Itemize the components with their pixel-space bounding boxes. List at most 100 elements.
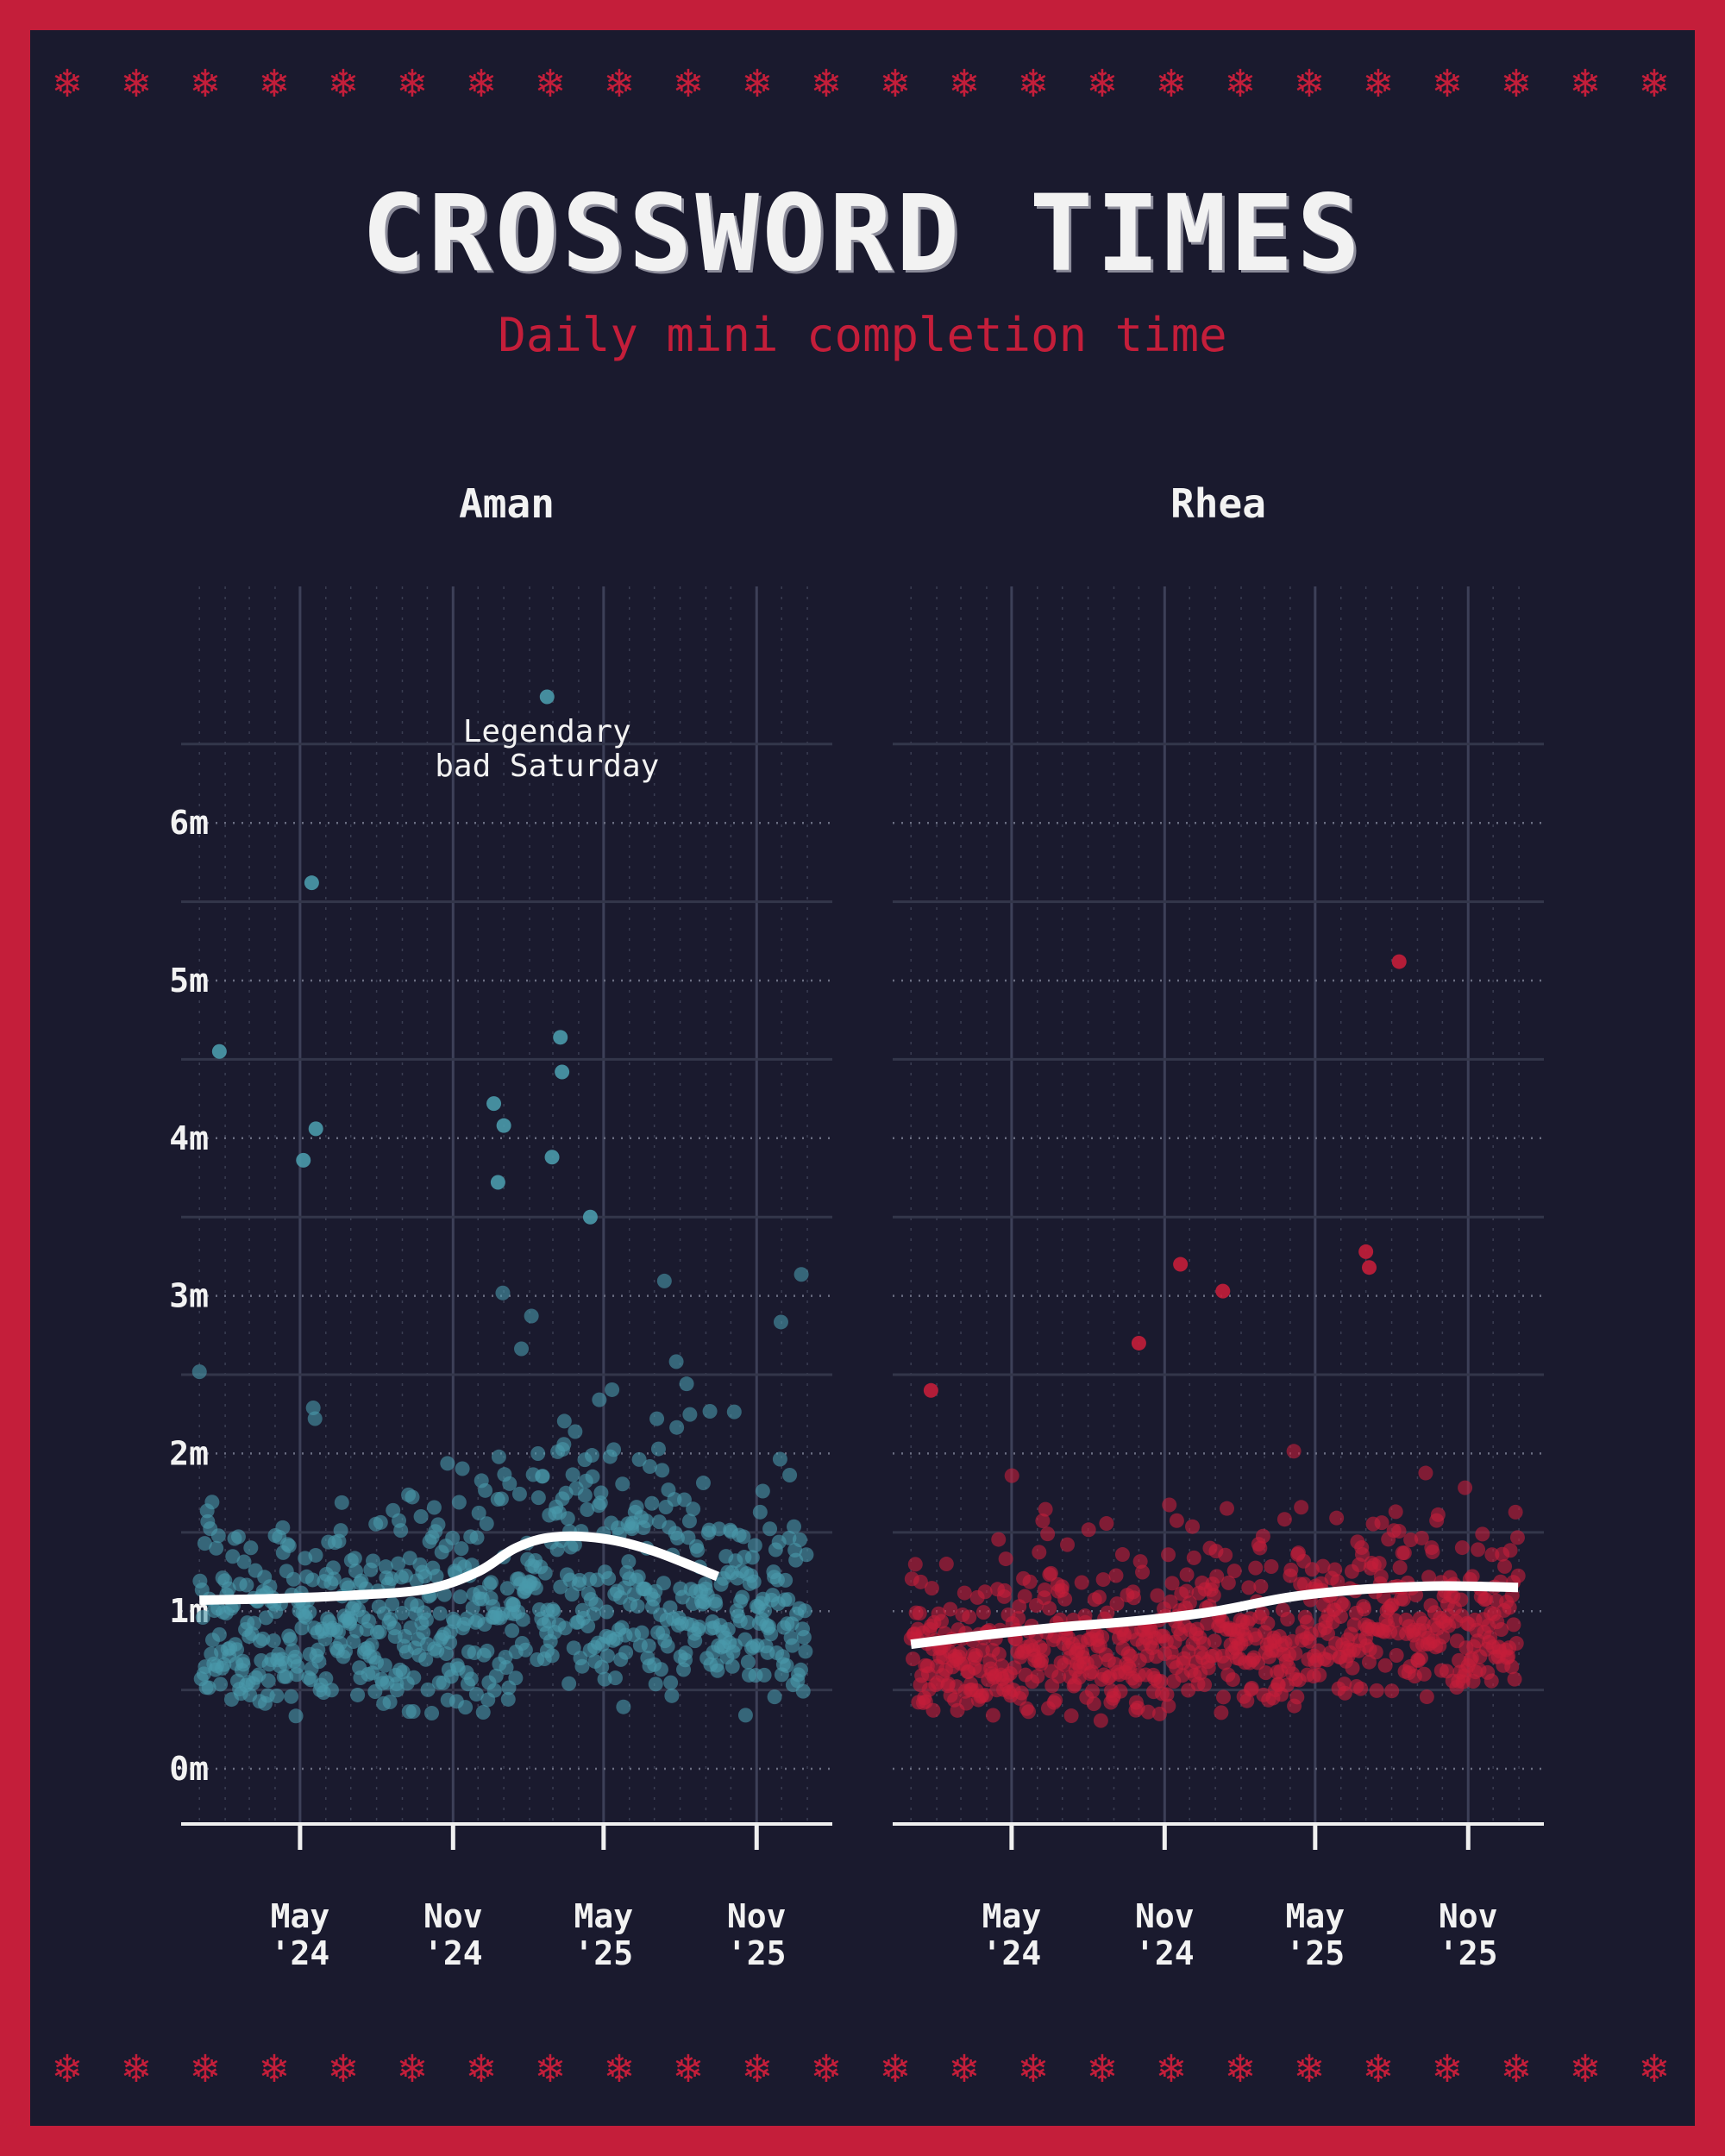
data-point bbox=[1220, 1575, 1236, 1590]
snowflake-icon: ❄ bbox=[1500, 2047, 1533, 2091]
data-point bbox=[544, 1648, 560, 1664]
snowflake-icon: ❄ bbox=[1293, 62, 1326, 106]
data-point bbox=[429, 1569, 444, 1584]
data-point bbox=[1197, 1677, 1213, 1693]
x-tick-label: '25 bbox=[574, 1934, 634, 1972]
data-point bbox=[311, 1654, 327, 1670]
data-point bbox=[1060, 1537, 1076, 1552]
data-point bbox=[395, 1664, 411, 1680]
data-point bbox=[326, 1571, 342, 1587]
data-point bbox=[1502, 1600, 1517, 1615]
data-point bbox=[490, 1175, 505, 1190]
data-point bbox=[1403, 1532, 1419, 1548]
data-point bbox=[243, 1540, 259, 1556]
snowflake-border-top: ❄ ❄ ❄ ❄ ❄ ❄ ❄ ❄ ❄ ❄ ❄ ❄ ❄ ❄ ❄ ❄ ❄ ❄ ❄ ❄ ❄ ❄ ❄ ❄ bbox=[30, 59, 1695, 110]
data-point bbox=[1294, 1500, 1309, 1515]
data-point bbox=[630, 1599, 645, 1614]
snowflake-icon: ❄ bbox=[327, 2047, 360, 2091]
snowflake-icon: ❄ bbox=[1224, 2047, 1257, 2091]
data-point bbox=[599, 1604, 614, 1620]
trend-line bbox=[910, 1581, 1519, 1650]
data-point bbox=[1207, 1633, 1222, 1649]
snowflake-icon: ❄ bbox=[948, 2047, 981, 2091]
data-point bbox=[1357, 1601, 1372, 1617]
data-point bbox=[1020, 1704, 1036, 1720]
data-point bbox=[1335, 1597, 1351, 1613]
data-point bbox=[593, 1485, 609, 1501]
data-point bbox=[302, 1604, 317, 1620]
data-point bbox=[338, 1644, 354, 1659]
data-point bbox=[499, 1660, 514, 1676]
data-point bbox=[1509, 1636, 1524, 1651]
data-point bbox=[1255, 1528, 1270, 1544]
snowflake-icon: ❄ bbox=[258, 62, 291, 106]
data-point bbox=[1135, 1564, 1151, 1580]
data-point bbox=[308, 1121, 323, 1137]
data-point bbox=[471, 1505, 486, 1520]
data-point bbox=[1057, 1591, 1073, 1607]
data-point bbox=[201, 1680, 216, 1695]
snowflake-icon: ❄ bbox=[1500, 62, 1533, 106]
data-point bbox=[1153, 1673, 1169, 1689]
data-point bbox=[488, 1668, 504, 1683]
data-point bbox=[1126, 1590, 1142, 1606]
snowflake-icon: ❄ bbox=[258, 2047, 291, 2091]
data-point bbox=[1179, 1583, 1195, 1599]
data-point bbox=[1510, 1568, 1526, 1583]
data-point bbox=[1430, 1507, 1446, 1522]
panel-title: Rhea bbox=[1170, 480, 1266, 527]
data-point bbox=[798, 1644, 813, 1659]
data-point bbox=[641, 1639, 656, 1654]
data-point bbox=[923, 1382, 938, 1398]
data-point bbox=[1330, 1574, 1346, 1589]
data-point bbox=[288, 1708, 304, 1724]
data-point bbox=[1312, 1667, 1327, 1683]
data-point bbox=[1239, 1693, 1255, 1708]
data-point bbox=[794, 1267, 809, 1282]
data-point bbox=[1226, 1564, 1242, 1579]
data-point bbox=[413, 1508, 429, 1524]
data-point bbox=[585, 1469, 600, 1484]
data-point bbox=[669, 1420, 685, 1435]
data-point bbox=[323, 1683, 339, 1698]
data-point bbox=[991, 1646, 1007, 1662]
data-point bbox=[1163, 1594, 1178, 1609]
data-point bbox=[239, 1577, 254, 1593]
data-point bbox=[1085, 1683, 1101, 1699]
data-point bbox=[1248, 1560, 1264, 1576]
data-point bbox=[266, 1633, 281, 1649]
data-point bbox=[1253, 1579, 1269, 1595]
snowflake-icon: ❄ bbox=[1017, 2047, 1050, 2091]
data-point bbox=[692, 1620, 707, 1635]
data-point bbox=[582, 1209, 598, 1225]
snowflake-icon: ❄ bbox=[465, 2047, 498, 2091]
data-point bbox=[418, 1612, 434, 1627]
data-point bbox=[997, 1583, 1013, 1598]
data-point bbox=[195, 1610, 210, 1626]
data-point bbox=[1099, 1516, 1114, 1532]
data-point bbox=[1037, 1582, 1052, 1597]
data-point bbox=[1095, 1572, 1111, 1588]
data-point bbox=[1054, 1579, 1070, 1595]
data-point bbox=[1416, 1666, 1432, 1682]
data-point bbox=[584, 1448, 599, 1463]
data-point bbox=[710, 1663, 725, 1678]
data-point bbox=[1252, 1540, 1268, 1556]
data-point bbox=[430, 1517, 446, 1532]
y-tick-label: 5m bbox=[169, 962, 209, 1000]
data-point bbox=[752, 1504, 768, 1520]
data-point bbox=[653, 1662, 668, 1677]
data-point bbox=[736, 1529, 751, 1545]
data-point bbox=[681, 1514, 697, 1529]
snowflake-icon: ❄ bbox=[51, 2047, 84, 2091]
data-point bbox=[1048, 1693, 1063, 1708]
snowflake-icon: ❄ bbox=[672, 2047, 705, 2091]
data-point bbox=[565, 1467, 580, 1482]
data-point bbox=[1388, 1504, 1403, 1520]
data-point bbox=[631, 1451, 647, 1467]
data-point bbox=[561, 1676, 577, 1691]
data-point bbox=[655, 1463, 670, 1478]
page-subtitle: Daily mini completion time bbox=[498, 308, 1227, 362]
data-point bbox=[393, 1523, 409, 1539]
data-point bbox=[530, 1445, 546, 1461]
